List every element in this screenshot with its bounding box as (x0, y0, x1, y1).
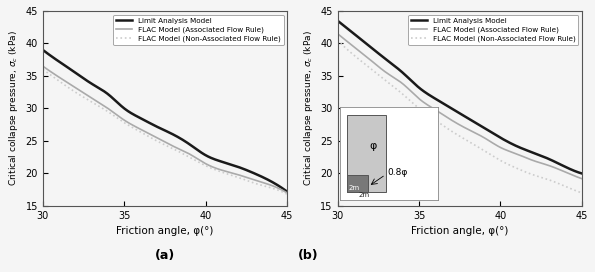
Text: (b): (b) (298, 249, 318, 262)
X-axis label: Friction angle, φ(°): Friction angle, φ(°) (411, 226, 508, 236)
Legend: Limit Analysis Model, FLAC Model (Associated Flow Rule), FLAC Model (Non-Associa: Limit Analysis Model, FLAC Model (Associ… (408, 15, 578, 45)
X-axis label: Friction angle, φ(°): Friction angle, φ(°) (116, 226, 214, 236)
Y-axis label: Critical collapse pressure, $\sigma_c$ (kPa): Critical collapse pressure, $\sigma_c$ (… (302, 30, 315, 186)
Legend: Limit Analysis Model, FLAC Model (Associated Flow Rule), FLAC Model (Non-Associa: Limit Analysis Model, FLAC Model (Associ… (113, 15, 284, 45)
Y-axis label: Critical collapse pressure, $\sigma_c$ (kPa): Critical collapse pressure, $\sigma_c$ (… (7, 30, 20, 186)
Text: (a): (a) (155, 249, 175, 262)
